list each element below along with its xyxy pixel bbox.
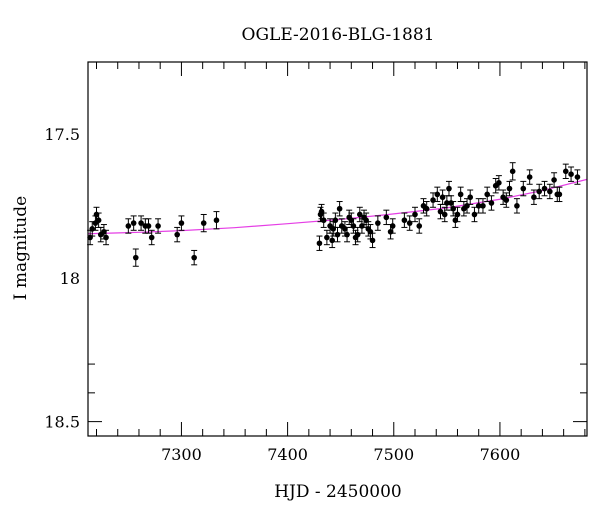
axis-ticks [88, 62, 587, 436]
y-tick-label: 17.5 [44, 125, 80, 144]
data-point [344, 231, 350, 238]
data-point [174, 231, 180, 238]
data-point [464, 203, 470, 209]
data-point [155, 223, 161, 229]
data-point [439, 194, 446, 201]
data-point [526, 174, 533, 180]
data-point [454, 211, 461, 218]
data-point [556, 191, 563, 198]
data-point [356, 211, 363, 218]
data-point [509, 168, 516, 175]
data-point [138, 220, 144, 226]
data-point [480, 203, 486, 209]
data-point [416, 223, 423, 229]
data-points [87, 162, 581, 267]
data-point [541, 185, 548, 192]
data-point [574, 174, 581, 180]
data-point [496, 180, 502, 186]
data-point [551, 177, 557, 183]
data-point [444, 200, 450, 206]
data-point [401, 217, 408, 224]
data-point [423, 205, 430, 212]
data-point [520, 185, 527, 192]
data-point [148, 234, 155, 241]
data-point [383, 214, 390, 221]
data-point [200, 220, 207, 226]
data-point [375, 220, 381, 226]
data-point [334, 231, 341, 238]
data-point [484, 191, 491, 198]
data-point [536, 188, 543, 195]
y-tick-label: 18 [60, 269, 80, 288]
data-point [406, 220, 413, 226]
data-point [89, 226, 96, 232]
data-point [130, 220, 137, 226]
data-point [441, 211, 448, 218]
model-curve [87, 178, 588, 235]
x-tick-label: 7600 [480, 445, 521, 464]
data-point [191, 254, 197, 261]
data-point [320, 217, 327, 224]
data-point [178, 220, 185, 226]
data-point [316, 240, 323, 247]
data-point [488, 200, 495, 206]
x-tick-label: 7300 [161, 445, 202, 464]
x-tick-label: 7500 [373, 445, 414, 464]
data-point [446, 185, 452, 192]
data-point [562, 168, 569, 175]
y-tick-label: 18.5 [44, 413, 80, 432]
data-point [329, 237, 335, 244]
data-point [531, 194, 537, 201]
data-point [437, 208, 444, 215]
x-axis-label: HJD - 2450000 [274, 482, 402, 502]
data-point [125, 223, 132, 229]
data-point [506, 185, 513, 192]
data-point [103, 234, 109, 241]
tick-labels: 7300 7400 7500 7600 17.5 18 18.5 [44, 125, 520, 464]
x-tick-label: 7400 [267, 445, 308, 464]
data-point [132, 254, 139, 261]
data-point [547, 188, 553, 195]
data-point [467, 194, 474, 201]
data-point [434, 191, 441, 198]
data-point [475, 203, 482, 209]
y-axis-label: I magnitude [11, 196, 31, 300]
data-point [568, 171, 574, 177]
data-point [412, 211, 418, 218]
data-point [503, 197, 510, 203]
data-point [145, 223, 152, 229]
data-point [350, 223, 357, 229]
chart-title: OGLE-2016-BLG-1881 [242, 25, 435, 45]
data-point [471, 211, 478, 218]
plot-frame [87, 61, 588, 437]
data-point [389, 223, 396, 229]
data-point [354, 231, 361, 238]
data-point [514, 203, 520, 209]
data-point [369, 237, 376, 244]
data-point [457, 191, 464, 198]
data-point [213, 217, 220, 224]
data-point [336, 205, 343, 212]
data-point [332, 217, 339, 224]
data-point [324, 234, 330, 241]
model-curve-group [87, 178, 588, 235]
data-point [450, 205, 457, 212]
data-point [430, 197, 436, 203]
data-point [95, 217, 102, 224]
